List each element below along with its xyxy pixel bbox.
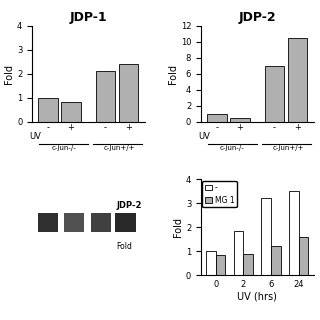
Bar (244, 253, 253, 275)
Bar (206, 251, 216, 275)
Text: c-jun+/+: c-jun+/+ (104, 145, 136, 151)
Text: Fold: Fold (116, 242, 132, 251)
Bar (230, 118, 250, 122)
Bar (207, 114, 227, 122)
Y-axis label: Fold: Fold (173, 217, 183, 237)
Legend: -, MG 1: -, MG 1 (203, 181, 236, 207)
Bar (61, 102, 81, 122)
Y-axis label: Fold: Fold (168, 64, 178, 84)
Bar (261, 198, 271, 275)
Text: c-jun+/+: c-jun+/+ (273, 145, 305, 151)
Text: JDP-2: JDP-2 (116, 201, 142, 210)
Text: UV: UV (30, 132, 42, 141)
Bar (271, 246, 281, 275)
Bar (96, 71, 115, 122)
X-axis label: UV (hrs): UV (hrs) (237, 292, 277, 302)
Bar (289, 191, 299, 275)
Bar (119, 64, 138, 122)
Bar (38, 213, 58, 232)
Text: c-jun-/-: c-jun-/- (51, 145, 76, 151)
Bar (115, 213, 136, 232)
Title: JDP-1: JDP-1 (69, 12, 107, 24)
Bar (216, 255, 226, 275)
Bar (91, 213, 111, 232)
Bar (64, 213, 84, 232)
Y-axis label: Fold: Fold (4, 64, 14, 84)
Bar (38, 98, 58, 122)
Text: UV: UV (199, 132, 211, 141)
Bar (265, 66, 284, 122)
Bar (299, 237, 308, 275)
Text: c-jun-/-: c-jun-/- (220, 145, 245, 151)
Bar (288, 37, 307, 122)
Title: JDP-2: JDP-2 (238, 12, 276, 24)
Bar (234, 231, 244, 275)
